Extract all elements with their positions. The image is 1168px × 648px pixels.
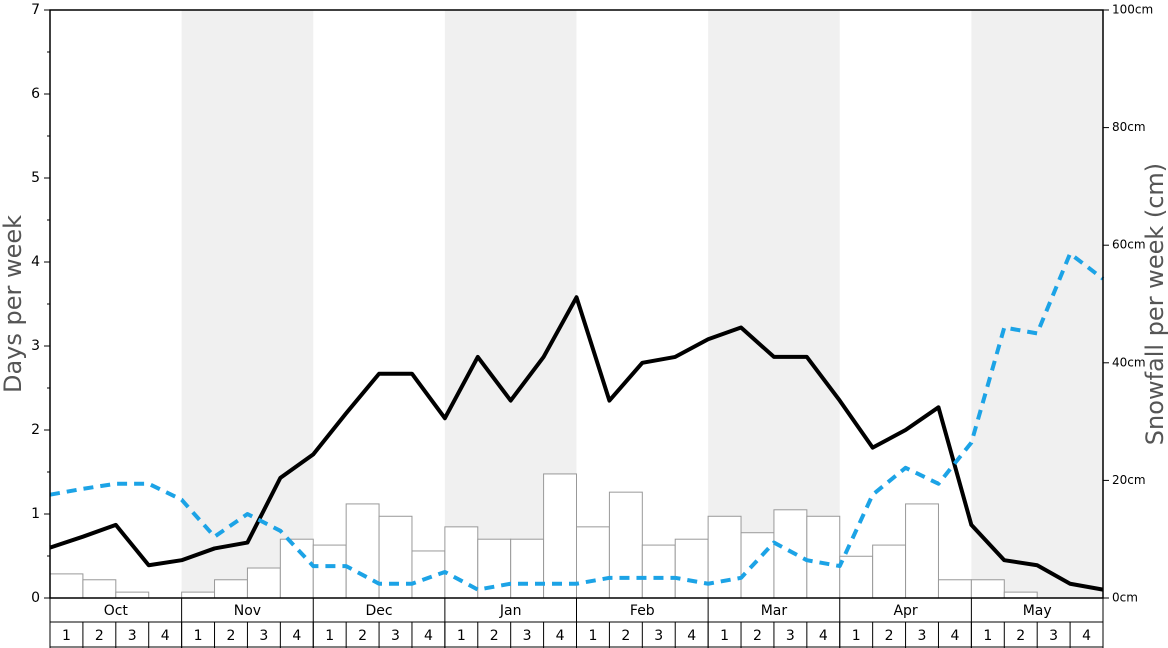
month-label: Feb xyxy=(630,603,655,619)
month-label: Oct xyxy=(104,603,129,619)
week-label: 2 xyxy=(95,628,104,644)
month-label: Dec xyxy=(366,603,393,619)
week-label: 4 xyxy=(161,628,170,644)
week-label: 4 xyxy=(292,628,301,644)
bar xyxy=(510,538,545,599)
bar xyxy=(49,573,84,599)
week-label: 3 xyxy=(259,628,268,644)
month-label: Jan xyxy=(499,603,522,619)
month-label: Apr xyxy=(893,603,917,619)
week-label: 3 xyxy=(128,628,137,644)
bar xyxy=(246,567,281,599)
bar xyxy=(937,579,972,599)
y2-tick-label: 0cm xyxy=(1112,591,1138,605)
bar xyxy=(345,503,380,599)
y-tick-label: 2 xyxy=(31,422,40,438)
week-label: 3 xyxy=(918,628,927,644)
bar xyxy=(773,509,808,599)
line xyxy=(49,295,1104,592)
week-label: 1 xyxy=(325,628,334,644)
week-label: 2 xyxy=(753,628,762,644)
week-label: 2 xyxy=(490,628,499,644)
week-label: 4 xyxy=(1082,628,1091,644)
bar xyxy=(576,526,610,599)
y-tick-label: 6 xyxy=(31,86,40,102)
y2-tick-label: 20cm xyxy=(1112,473,1146,487)
y2-tick-label: 40cm xyxy=(1112,355,1146,369)
bar xyxy=(477,538,512,599)
bar xyxy=(905,503,939,599)
bar xyxy=(806,515,841,599)
month-band xyxy=(971,10,1103,598)
bar xyxy=(872,544,907,599)
week-label: 1 xyxy=(194,628,203,644)
week-label: 3 xyxy=(523,628,532,644)
bar xyxy=(312,544,347,599)
week-label: 1 xyxy=(720,628,729,644)
week-label: 4 xyxy=(556,628,565,644)
bar xyxy=(82,579,117,599)
month-label: Mar xyxy=(761,603,788,619)
y-tick-label: 5 xyxy=(31,170,40,186)
bar xyxy=(970,579,1005,599)
week-label: 3 xyxy=(1049,628,1058,644)
bar xyxy=(740,532,775,599)
week-label: 1 xyxy=(983,628,992,644)
month-label: Nov xyxy=(234,603,261,619)
week-label: 3 xyxy=(786,628,795,644)
bar xyxy=(707,515,742,599)
y2-tick-label: 100cm xyxy=(1112,3,1153,17)
y-tick-label: 4 xyxy=(31,254,40,270)
week-label: 4 xyxy=(687,628,696,644)
y-tick-label: 0 xyxy=(31,590,40,606)
bar xyxy=(641,544,676,599)
week-label: 3 xyxy=(654,628,663,644)
week-label: 1 xyxy=(588,628,597,644)
line xyxy=(49,251,1105,592)
y-tick-label: 3 xyxy=(31,338,40,354)
week-label: 4 xyxy=(819,628,828,644)
bar xyxy=(115,591,150,599)
bar xyxy=(181,591,216,599)
bar xyxy=(839,555,874,599)
month-label: May xyxy=(1023,603,1052,619)
bar xyxy=(674,538,709,599)
week-label: 3 xyxy=(391,628,400,644)
week-label: 2 xyxy=(621,628,630,644)
month-band xyxy=(181,10,314,598)
y2-tick-label: 60cm xyxy=(1112,238,1146,252)
y2-axis-label: Snowfall per week (cm) xyxy=(1141,163,1168,445)
bar xyxy=(378,515,413,599)
y2-tick-label: 80cm xyxy=(1112,120,1146,134)
week-label: 4 xyxy=(424,628,433,644)
y-tick-label: 7 xyxy=(31,2,40,18)
month-band xyxy=(708,10,840,598)
week-label: 2 xyxy=(1016,628,1025,644)
y-axis-label: Days per week xyxy=(0,215,27,393)
week-label: 4 xyxy=(950,628,959,644)
bar xyxy=(543,473,577,599)
week-label: 2 xyxy=(358,628,367,644)
week-label: 2 xyxy=(885,628,894,644)
bar xyxy=(214,579,248,599)
bar xyxy=(1003,591,1038,599)
week-label: 2 xyxy=(227,628,236,644)
y-tick-label: 1 xyxy=(31,506,40,522)
bar xyxy=(608,491,643,599)
week-label: 1 xyxy=(62,628,71,644)
bar xyxy=(279,538,314,599)
week-label: 1 xyxy=(457,628,466,644)
week-label: 1 xyxy=(852,628,861,644)
